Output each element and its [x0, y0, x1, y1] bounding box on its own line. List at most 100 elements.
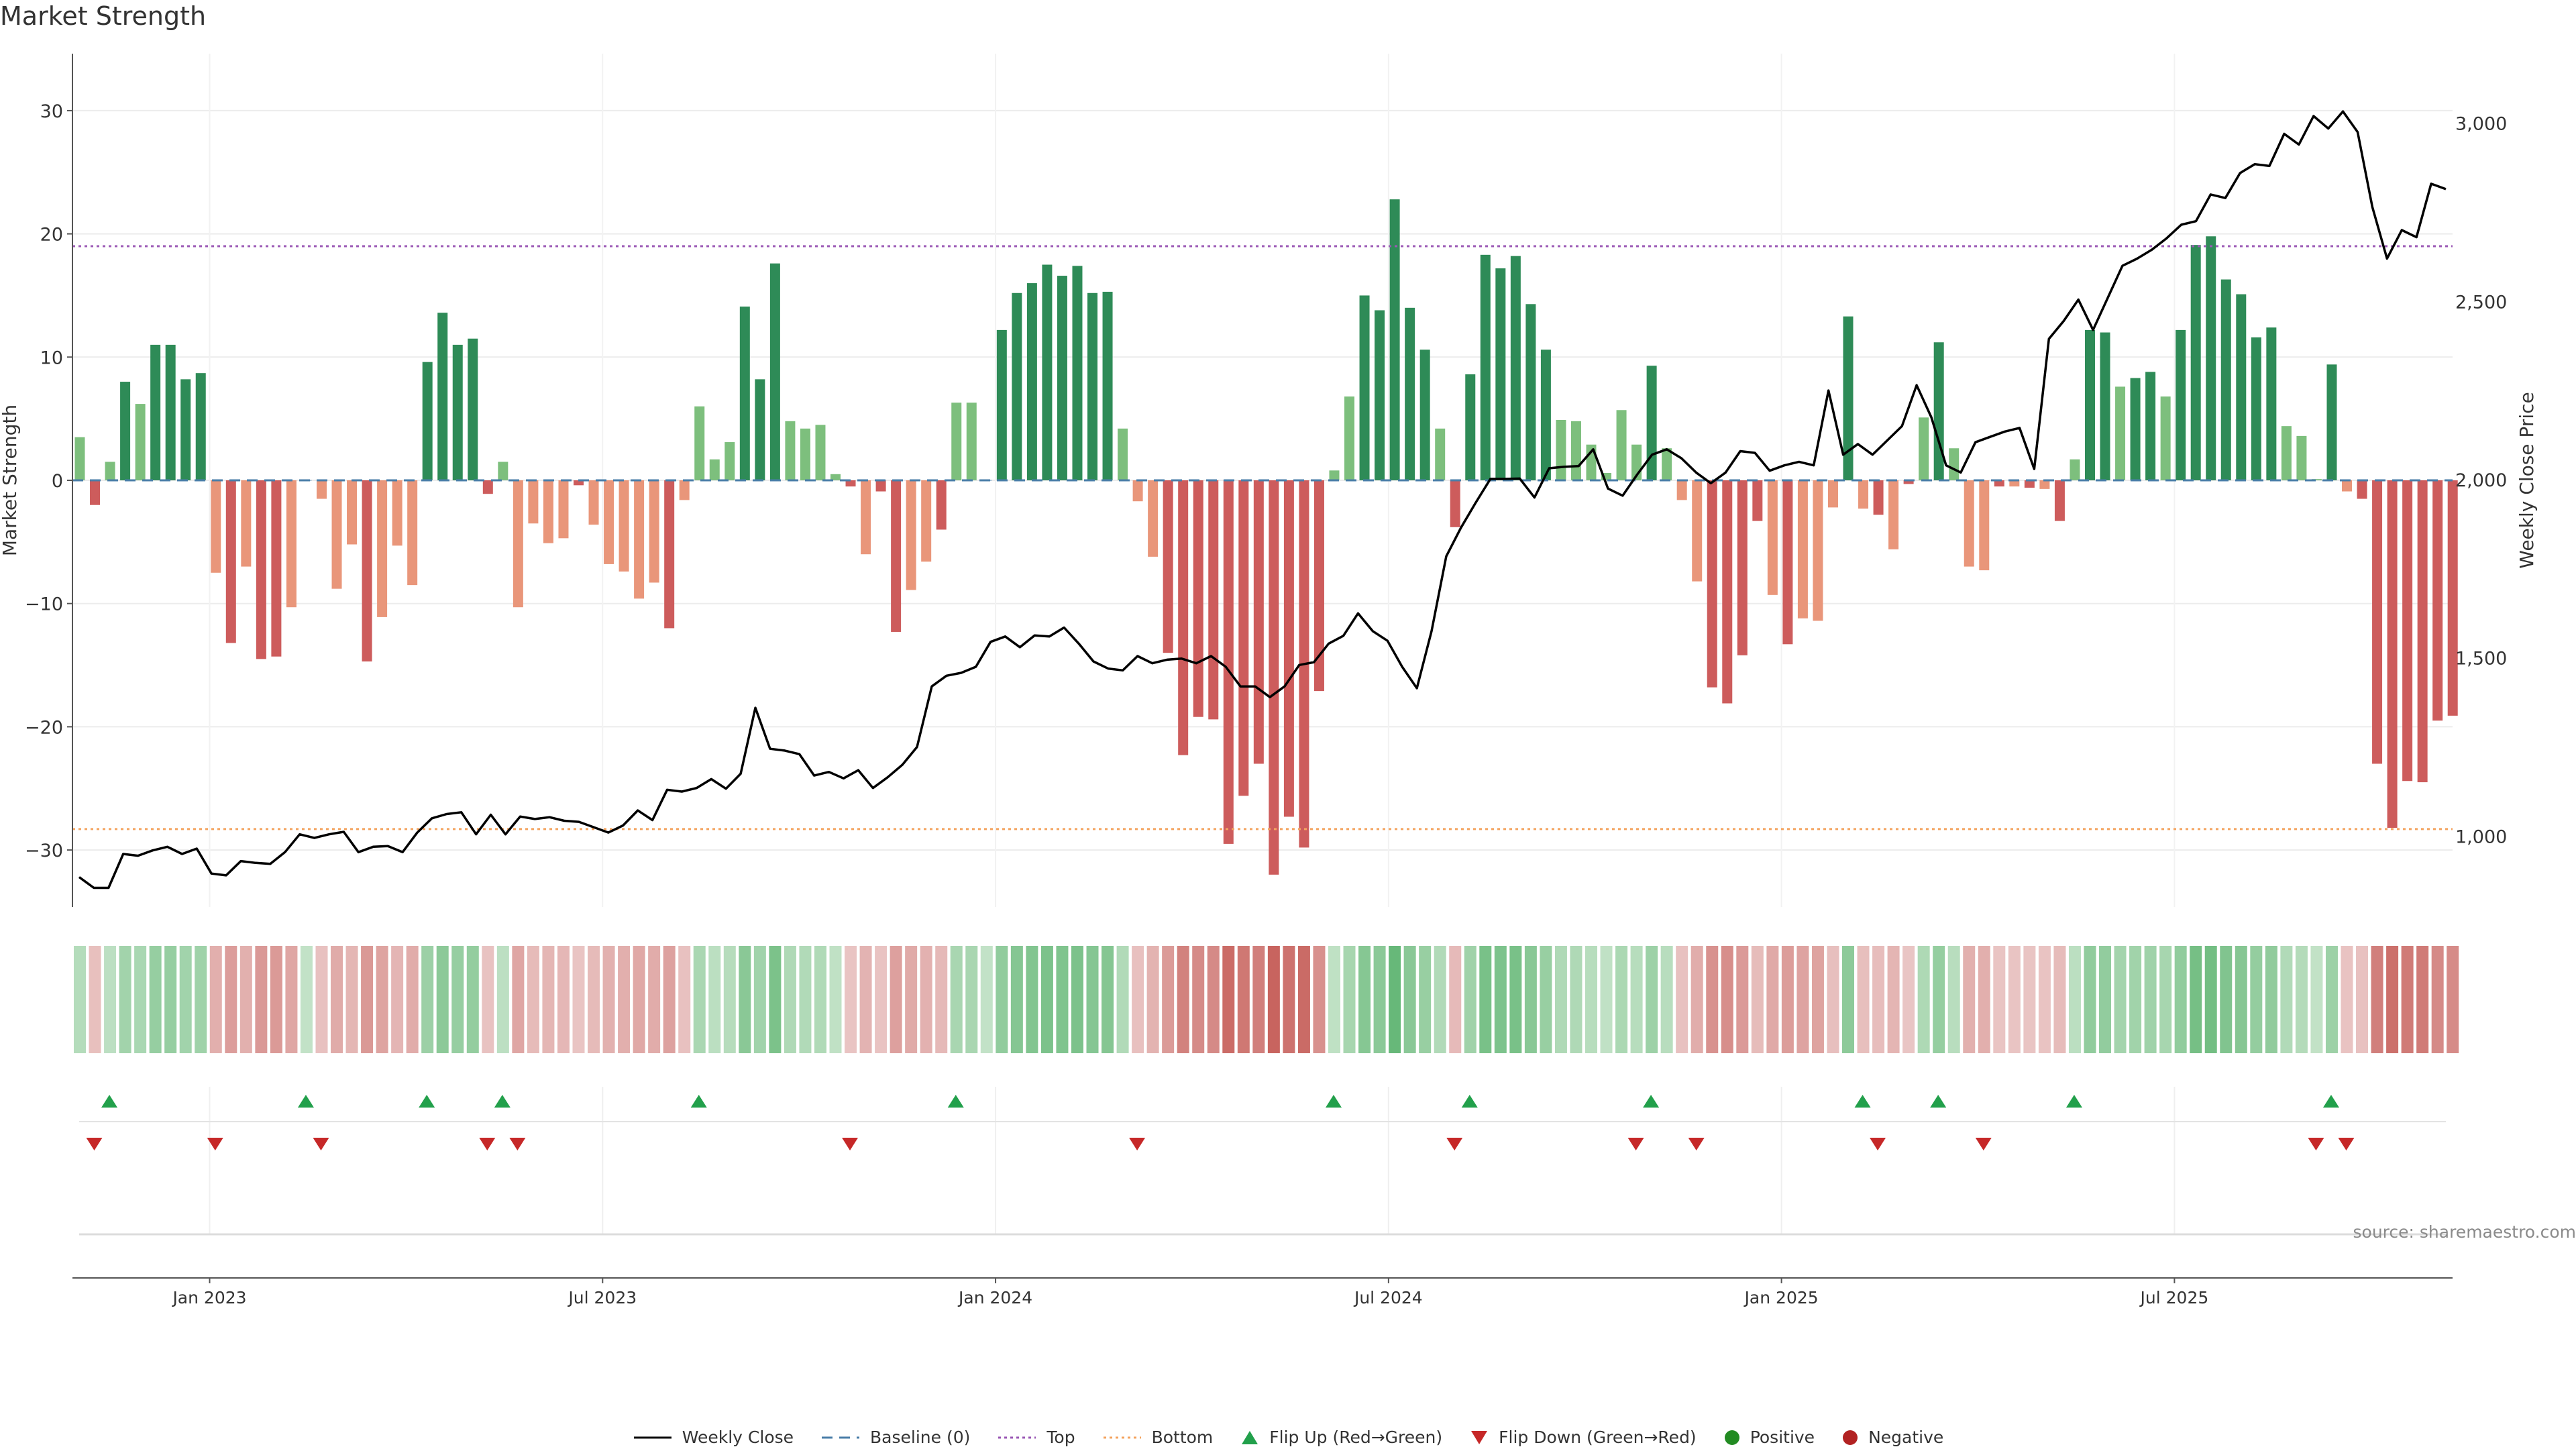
heat-strip-cell	[1827, 946, 1839, 1053]
heat-strip-cell	[678, 946, 691, 1053]
x-tick-label: Jan 2023	[171, 1288, 246, 1307]
legend-negative[interactable]: Negative	[1841, 1428, 1943, 1447]
legend-top[interactable]: Top	[997, 1428, 1075, 1447]
strength-bar	[2176, 329, 2186, 480]
heat-strip-cell	[1570, 946, 1582, 1053]
strength-bar	[2160, 396, 2171, 480]
heat-strip-cell	[1751, 946, 1764, 1053]
strength-bar	[468, 338, 478, 480]
legend-flip-down[interactable]: Flip Down (Green→Red)	[1469, 1428, 1697, 1447]
strength-bar	[1782, 480, 1793, 645]
strength-bar	[1435, 428, 1446, 480]
strength-bar	[755, 379, 765, 480]
dotted-line-swatch-icon	[1103, 1436, 1141, 1438]
strength-bar	[407, 480, 418, 586]
heat-strip-cell	[1479, 946, 1492, 1053]
heat-strip-cell	[164, 946, 177, 1053]
y-tick-label-right: 1,500	[2455, 649, 2507, 669]
heat-strip-cell	[1646, 946, 1658, 1053]
legend-label: Flip Up (Red→Green)	[1269, 1428, 1443, 1447]
heat-strip-cell	[1706, 946, 1719, 1053]
heat-strip-cell	[2099, 946, 2112, 1053]
strength-bar	[966, 402, 977, 480]
heat-strip-cell	[1328, 946, 1340, 1053]
strength-bar	[1419, 350, 1430, 480]
heat-strip-cell	[2023, 946, 2036, 1053]
strength-bar	[2432, 480, 2443, 721]
heat-strip-cell	[1449, 946, 1462, 1053]
heat-strip-cell	[436, 946, 449, 1053]
strength-bar	[2115, 386, 2126, 480]
heat-strip-cell	[2129, 946, 2142, 1053]
y-tick-label-left: 0	[52, 471, 63, 492]
flip-up-marker	[1325, 1095, 1342, 1108]
heat-strip-cell	[2401, 946, 2414, 1053]
strength-bar	[769, 263, 780, 480]
dotted-line-swatch-icon	[998, 1436, 1036, 1438]
heat-strip-cell	[2325, 946, 2338, 1053]
strength-bar	[1026, 283, 1037, 480]
legend-positive[interactable]: Positive	[1723, 1428, 1815, 1447]
legend-weekly-close[interactable]: Weekly Close	[633, 1428, 794, 1447]
legend-baseline[interactable]: Baseline (0)	[820, 1428, 970, 1447]
strength-bar	[558, 480, 569, 539]
strength-bar	[2266, 327, 2277, 480]
flip-down-marker	[2338, 1138, 2355, 1150]
strength-bar	[2039, 480, 2050, 489]
strength-bar	[1707, 480, 1717, 688]
heat-strip-cell	[2356, 946, 2369, 1053]
strength-bar	[2326, 364, 2337, 480]
strength-bar	[271, 480, 282, 657]
heat-strip-cell	[285, 946, 298, 1053]
strength-bar	[936, 480, 947, 530]
heat-strip-cell	[2068, 946, 2081, 1053]
strength-bar	[1556, 419, 1566, 480]
heat-strip-cell	[512, 946, 525, 1053]
strength-bar	[996, 329, 1007, 480]
heat-strip-cell	[845, 946, 857, 1053]
strength-bar	[377, 480, 388, 617]
strength-bar	[452, 344, 463, 480]
heat-strip-cell	[784, 946, 796, 1053]
strength-bar	[105, 462, 115, 480]
heat-strip-cell	[1192, 946, 1205, 1053]
strength-bar	[1057, 276, 1067, 480]
strength-bar	[2447, 480, 2458, 716]
strength-bar	[921, 480, 932, 562]
flip-up-marker	[297, 1095, 314, 1108]
heat-strip-cell	[1222, 946, 1235, 1053]
heat-strip-cell	[1766, 946, 1779, 1053]
strength-bar	[2296, 435, 2307, 480]
x-tick-label: Jul 2025	[2139, 1288, 2209, 1307]
legend-label: Weekly Close	[682, 1428, 794, 1447]
heat-strip-cell	[466, 946, 479, 1053]
strength-heat-strip	[74, 946, 2459, 1053]
flip-down-marker	[1688, 1138, 1705, 1150]
triangle-down-icon	[1471, 1430, 1488, 1444]
heat-strip-cell	[2386, 946, 2399, 1053]
y-tick-label-left: −10	[25, 594, 63, 615]
heat-strip-cell	[1736, 946, 1749, 1053]
strength-bar	[2402, 480, 2413, 782]
strength-bar	[1102, 291, 1113, 480]
strength-bar	[1692, 480, 1703, 582]
strength-bar	[1601, 472, 1612, 480]
heat-strip-cell	[1071, 946, 1083, 1053]
heat-strip-cell	[1585, 946, 1597, 1053]
strength-bar	[286, 480, 297, 608]
heat-strip-cell	[255, 946, 268, 1053]
strength-bar	[1269, 480, 1279, 875]
y-tick-label-right: 1,000	[2455, 826, 2507, 847]
strength-bar	[1329, 470, 1340, 480]
legend-flip-up[interactable]: Flip Up (Red→Green)	[1240, 1428, 1442, 1447]
heat-strip-cell	[2008, 946, 2021, 1053]
heat-strip-cell	[618, 946, 631, 1053]
heat-strip-cell	[1040, 946, 1053, 1053]
heat-strip-cell	[1419, 946, 1432, 1053]
strength-bar	[120, 382, 131, 480]
strength-bar	[1223, 480, 1234, 844]
strength-bar	[800, 428, 810, 480]
strength-bar	[2251, 337, 2261, 480]
x-tick-label: Jan 2024	[957, 1288, 1032, 1307]
legend-bottom[interactable]: Bottom	[1102, 1428, 1213, 1447]
